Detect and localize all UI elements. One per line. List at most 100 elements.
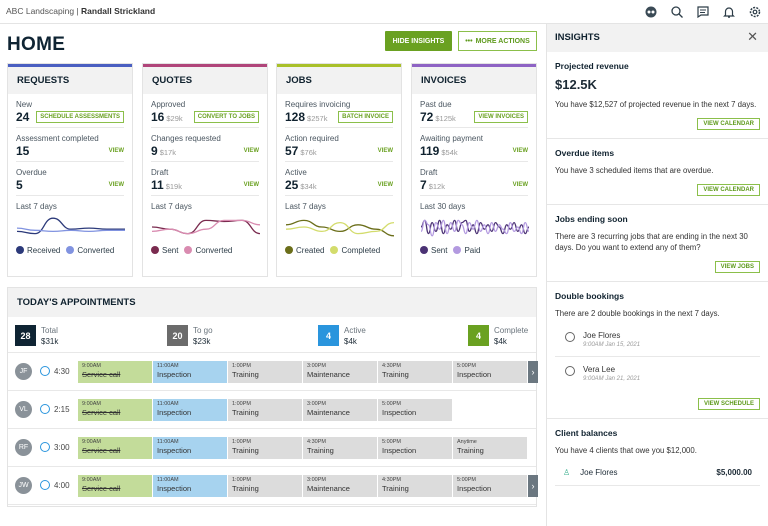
appointment-slot[interactable]: 11:00AM Inspection <box>153 475 227 497</box>
appointment-slot[interactable]: 11:00AM Inspection <box>153 361 227 383</box>
gear-icon[interactable] <box>748 5 762 19</box>
stat-total[interactable]: 28 Total $31k <box>15 325 58 347</box>
count-value: 16 <box>151 110 165 124</box>
appointment-slot[interactable]: 3:00PM Maintenance <box>303 399 377 421</box>
stat-active[interactable]: 4 Active $4k <box>318 325 366 347</box>
row-action-button[interactable]: VIEW <box>512 148 528 154</box>
legend-dot <box>453 246 462 254</box>
stat-complete[interactable]: 4 Complete $4k <box>468 325 528 347</box>
row-action-button[interactable]: BATCH INVOICE <box>338 111 393 123</box>
chevron-right-icon[interactable]: › <box>528 475 538 497</box>
row-count: 7 $12k <box>420 178 528 192</box>
appointment-slot[interactable]: 4:30PM Training <box>303 437 377 459</box>
sparkline-svg <box>285 219 395 237</box>
view-jobs-button[interactable]: VIEW JOBS <box>714 261 760 273</box>
section-title: Double bookings <box>555 291 624 301</box>
row-count: 57 $76k <box>285 144 393 158</box>
main-content: HOME HIDE INSIGHTS ••• MORE ACTIONS REQUE… <box>0 24 545 526</box>
legend-label: Converted <box>195 246 233 255</box>
appointment-slot[interactable]: 5:00PM Inspection <box>378 437 452 459</box>
legend-label: Completed <box>341 246 381 255</box>
double-booking-item[interactable]: Joe Flores 9:00AM Jan 15, 2021 <box>555 323 760 357</box>
appointment-slot[interactable]: 1:00PM Training <box>228 361 302 383</box>
chart-period: Last 7 days <box>285 202 326 211</box>
row-action-button[interactable]: VIEW <box>512 182 528 188</box>
count-value: 57 <box>285 144 299 158</box>
slot-name: Inspection <box>382 446 417 455</box>
card-row: Past due 72 $125k VIEW INVOICES <box>420 94 528 128</box>
hide-insights-button[interactable]: HIDE INSIGHTS <box>385 31 452 51</box>
row-action-button[interactable]: VIEW <box>243 182 259 188</box>
legend-item: Created <box>285 246 324 255</box>
appointment-slot[interactable]: Anytime Training <box>453 437 527 459</box>
appointment-slot[interactable]: 11:00AM Inspection <box>153 437 227 459</box>
appointment-slot[interactable]: 11:00AM Inspection <box>153 399 227 421</box>
appointment-slot[interactable]: 4:30PM Training <box>378 475 452 497</box>
double-booking-item[interactable]: Vera Lee 9:00AM Jan 21, 2021 <box>555 357 760 390</box>
series-line-received <box>16 217 125 235</box>
slot-name: Training <box>232 446 259 455</box>
appointment-slot[interactable]: 3:00PM Maintenance <box>303 475 377 497</box>
legend-label: Sent <box>431 246 448 255</box>
card-row: Changes requested 9 $17k VIEW <box>151 128 259 162</box>
row-action-button[interactable]: VIEW INVOICES <box>474 111 528 123</box>
close-icon[interactable]: ✕ <box>747 29 758 44</box>
appointment-slot[interactable]: 5:00PM Inspection <box>453 475 527 497</box>
stat-to-go[interactable]: 20 To go $23k <box>167 325 213 347</box>
appointment-slots: 9:00AM Service call 11:00AM Inspection 1:00P… <box>78 437 527 459</box>
appointment-slot[interactable]: 1:00PM Training <box>228 475 302 497</box>
amount-value: $76k <box>300 148 317 157</box>
appointment-slot[interactable]: 9:00AM Service call <box>78 475 152 497</box>
chart-legend: Sent Converted <box>151 246 259 255</box>
chat-icon[interactable] <box>696 5 710 19</box>
appointment-slot[interactable]: 1:00PM Training <box>228 399 302 421</box>
search-icon[interactable] <box>670 5 684 19</box>
row-action-button[interactable]: VIEW <box>108 182 124 188</box>
legend-dot <box>16 246 24 254</box>
appointment-slot[interactable]: 5:00PM Inspection <box>453 361 527 383</box>
row-action-button[interactable]: CONVERT TO JOBS <box>193 111 259 123</box>
appointment-slot[interactable]: 9:00AM Service call <box>78 437 152 459</box>
sparkline-svg <box>16 217 125 235</box>
row-action-button[interactable]: VIEW <box>377 148 393 154</box>
chart-legend: Sent Paid <box>420 246 528 255</box>
slot-time: 9:00AM <box>82 477 101 483</box>
row-count: 11 $19k <box>151 178 259 192</box>
appointment-slot[interactable]: 5:00PM Inspection <box>378 399 452 421</box>
stat-text: Active $4k <box>344 325 366 347</box>
section-text: There are 3 recurring jobs that are endi… <box>555 232 748 252</box>
card-title: QUOTES <box>143 67 267 94</box>
appointment-slot[interactable]: 4:30PM Training <box>378 361 452 383</box>
row-action-button[interactable]: VIEW <box>377 182 393 188</box>
row-action-button[interactable]: VIEW <box>108 148 124 154</box>
slot-time: 1:00PM <box>232 477 251 483</box>
amount-value: $12k <box>428 182 445 191</box>
legend-dot <box>184 246 193 254</box>
row-action-button[interactable]: VIEW <box>243 148 259 154</box>
appointment-slot[interactable]: 1:00PM Training <box>228 437 302 459</box>
appointment-slot[interactable]: 9:00AM Service call <box>78 399 152 421</box>
double-bookings-section: Double bookings There are 2 double booki… <box>547 282 768 419</box>
section-text: You have 4 clients that owe you $12,000. <box>555 446 697 455</box>
appointment-slot[interactable]: 3:00PM Maintenance <box>303 361 377 383</box>
bell-icon[interactable] <box>722 5 736 19</box>
clock-icon <box>40 366 50 376</box>
row-action-button[interactable]: SCHEDULE ASSESSMENTS <box>36 111 124 123</box>
stat-count: 20 <box>167 325 188 346</box>
stat-amount: $23k <box>193 337 211 346</box>
card-row: Draft 7 $12k VIEW <box>420 162 528 196</box>
duration: 2:15 <box>54 405 70 414</box>
summary-card-jobs: JOBS Requires invoicing 128 $257k BATCH INVO… <box>276 63 402 277</box>
duration: 4:00 <box>54 481 70 490</box>
view-schedule-button[interactable]: VIEW SCHEDULE <box>697 398 760 410</box>
legend-item: Converted <box>184 246 232 255</box>
client-balance-item[interactable]: ♙ Joe Flores $5,000.00 <box>555 460 760 486</box>
view-calendar-button[interactable]: VIEW CALENDAR <box>697 118 760 130</box>
view-calendar-button[interactable]: VIEW CALENDAR <box>697 184 760 196</box>
count-value: 25 <box>285 178 299 192</box>
appointment-slot[interactable]: 9:00AM Service call <box>78 361 152 383</box>
account-breadcrumb[interactable]: ABC Landscaping | Randall Strickland <box>6 6 155 16</box>
chevron-right-icon[interactable]: › <box>528 361 538 383</box>
account-switch-icon[interactable] <box>644 5 658 19</box>
more-actions-button[interactable]: ••• MORE ACTIONS <box>458 31 537 51</box>
